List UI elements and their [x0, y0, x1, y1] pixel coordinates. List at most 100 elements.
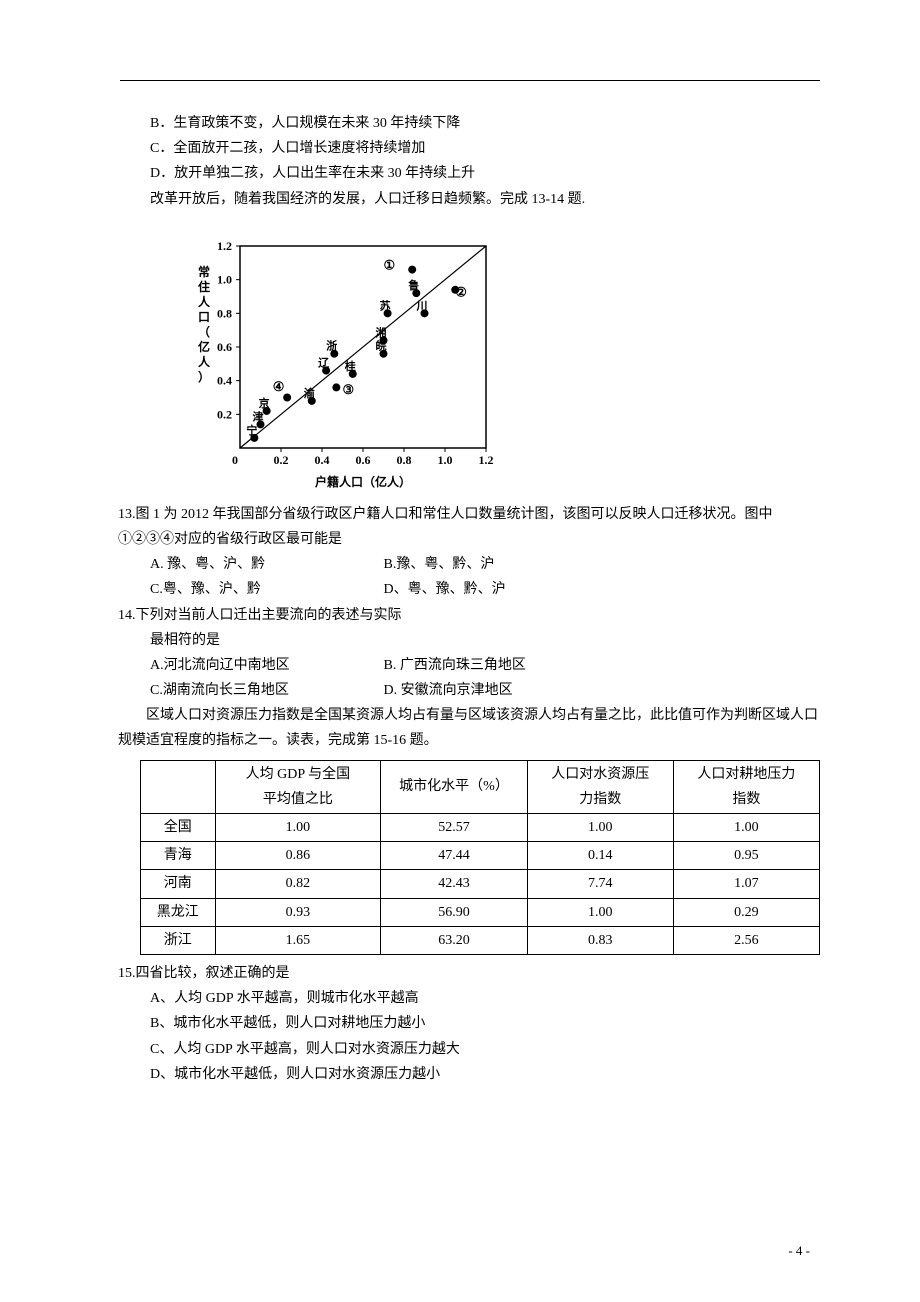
table-cell: 7.74	[527, 870, 673, 898]
svg-text:苏: 苏	[380, 298, 391, 312]
svg-text:0.6: 0.6	[217, 340, 232, 354]
table-cell: 0.93	[215, 898, 381, 926]
svg-text:住: 住	[198, 279, 210, 294]
svg-text:1.0: 1.0	[217, 272, 232, 286]
q14-option-c: C.湖南流向长三角地区	[150, 678, 380, 703]
q15-option-b: B、城市化水平越低，则人口对耕地压力越小	[150, 1011, 820, 1036]
q15-stem: 15.四省比较，叙述正确的是	[118, 961, 820, 986]
svg-text:津: 津	[253, 409, 264, 423]
svg-text:1.2: 1.2	[217, 239, 232, 253]
table-cell: 黑龙江	[141, 898, 216, 926]
table-cell: 47.44	[381, 842, 527, 870]
prior-option-c: C．全面放开二孩，人口增长速度将持续增加	[150, 136, 820, 161]
top-rule	[120, 80, 820, 81]
table-header: 人口对水资源压力指数	[527, 760, 673, 813]
svg-text:0: 0	[232, 453, 238, 467]
svg-text:（: （	[198, 324, 210, 339]
svg-text:①: ①	[384, 257, 396, 272]
page: B．生育政策不变，人口规模在未来 30 年持续下降 C．全面放开二孩，人口增长速…	[0, 0, 920, 1302]
table-cell: 1.00	[527, 814, 673, 842]
q13-option-a: A. 豫、粤、沪、黔	[150, 552, 380, 577]
svg-text:桂: 桂	[344, 359, 356, 373]
table-cell: 0.86	[215, 842, 381, 870]
table-header	[141, 760, 216, 813]
table-cell: 1.07	[673, 870, 819, 898]
q15-option-a: A、人均 GDP 水平越高，则城市化水平越高	[150, 986, 820, 1011]
table-cell: 河南	[141, 870, 216, 898]
table-cell: 0.14	[527, 842, 673, 870]
svg-text:鲁: 鲁	[408, 278, 419, 292]
table-row: 黑龙江0.9356.901.000.29	[141, 898, 820, 926]
q13-option-c: C.粤、豫、沪、黔	[150, 577, 380, 602]
svg-text:0.4: 0.4	[315, 453, 330, 467]
table-cell: 浙江	[141, 926, 216, 954]
table-row: 河南0.8242.437.741.07	[141, 870, 820, 898]
svg-text:浙: 浙	[326, 338, 337, 352]
svg-text:③: ③	[343, 382, 355, 397]
svg-text:0.8: 0.8	[217, 306, 232, 320]
table-cell: 1.65	[215, 926, 381, 954]
table-cell: 2.56	[673, 926, 819, 954]
table-cell: 青海	[141, 842, 216, 870]
svg-text:渝: 渝	[304, 386, 316, 400]
q15-option-d: D、城市化水平越低，则人口对水资源压力越小	[150, 1062, 820, 1087]
q14-option-a: A.河北流向辽中南地区	[150, 653, 380, 678]
svg-text:京: 京	[259, 396, 270, 410]
q15-option-c: C、人均 GDP 水平越高，则人口对水资源压力越大	[150, 1037, 820, 1062]
svg-text:0.6: 0.6	[356, 453, 371, 467]
data-table: 人均 GDP 与全国平均值之比城市化水平（%）人口对水资源压力指数人口对耕地压力…	[140, 760, 820, 955]
svg-text:皖: 皖	[376, 338, 387, 352]
table-header: 城市化水平（%）	[381, 760, 527, 813]
svg-text:户籍人口（亿人）: 户籍人口（亿人）	[315, 474, 411, 489]
svg-text:宁: 宁	[246, 423, 257, 437]
svg-text:辽: 辽	[318, 356, 330, 369]
table-cell: 1.00	[673, 814, 819, 842]
svg-text:川: 川	[416, 299, 428, 312]
svg-text:人: 人	[198, 354, 211, 369]
svg-text:0.4: 0.4	[217, 373, 232, 387]
table-cell: 0.82	[215, 870, 381, 898]
table-row: 浙江1.6563.200.832.56	[141, 926, 820, 954]
table-cell: 52.57	[381, 814, 527, 842]
prior-option-d: D．放开单独二孩，人口出生率在未来 30 年持续上升	[150, 161, 820, 186]
page-number: - 4 -	[788, 1239, 810, 1262]
q13-option-b: B.豫、粤、黔、沪	[384, 552, 614, 577]
svg-text:②: ②	[455, 284, 467, 299]
svg-text:1.0: 1.0	[438, 453, 453, 467]
table-cell: 0.95	[673, 842, 819, 870]
passage-15-16: 区域人口对资源压力指数是全国某资源人均占有量与区域该资源人均占有量之比，此比值可…	[118, 703, 820, 753]
svg-text:④: ④	[273, 379, 285, 394]
q14-stem: 14.下列对当前人口迁出主要流向的表述与实际	[118, 603, 820, 628]
table-cell: 56.90	[381, 898, 527, 926]
q13-option-d: D、粤、豫、黔、沪	[384, 577, 614, 602]
table-cell: 全国	[141, 814, 216, 842]
svg-text:常: 常	[198, 264, 210, 279]
svg-text:0.2: 0.2	[217, 407, 232, 421]
table-cell: 0.29	[673, 898, 819, 926]
table-row: 全国1.0052.571.001.00	[141, 814, 820, 842]
svg-text:）: ）	[198, 369, 210, 384]
svg-text:湘: 湘	[376, 325, 387, 339]
table-cell: 0.83	[527, 926, 673, 954]
q14-option-b: B. 广西流向珠三角地区	[384, 653, 614, 678]
svg-text:0.2: 0.2	[274, 453, 289, 467]
prior-option-b: B．生育政策不变，人口规模在未来 30 年持续下降	[150, 111, 820, 136]
q14-stem2: 最相符的是	[150, 628, 820, 653]
svg-text:0.8: 0.8	[397, 453, 412, 467]
table-cell: 1.00	[215, 814, 381, 842]
svg-text:1.2: 1.2	[479, 453, 494, 467]
passage-13-14: 改革开放后，随着我国经济的发展，人口迁移日趋频繁。完成 13-14 题.	[150, 187, 820, 212]
svg-text:口: 口	[198, 310, 210, 324]
scatter-chart: 0.2 0.4 0.6 0.8 1.0 1.2 0.2 0.4 0.6 0.8 1.0 1.2 0 鲁苏 川…	[180, 232, 820, 492]
table-cell: 42.43	[381, 870, 527, 898]
table-cell: 63.20	[381, 926, 527, 954]
svg-text:亿: 亿	[198, 339, 210, 354]
table-row: 青海0.8647.440.140.95	[141, 842, 820, 870]
table-cell: 1.00	[527, 898, 673, 926]
scatter-svg: 0.2 0.4 0.6 0.8 1.0 1.2 0.2 0.4 0.6 0.8 1.0 1.2 0 鲁苏 川…	[180, 232, 500, 492]
svg-text:人: 人	[198, 294, 211, 309]
q14-option-d: D. 安徽流向京津地区	[384, 678, 614, 703]
table-header: 人口对耕地压力指数	[673, 760, 819, 813]
q13-stem: 13.图 1 为 2012 年我国部分省级行政区户籍人口和常住人口数量统计图，该…	[118, 502, 820, 552]
table-header: 人均 GDP 与全国平均值之比	[215, 760, 381, 813]
